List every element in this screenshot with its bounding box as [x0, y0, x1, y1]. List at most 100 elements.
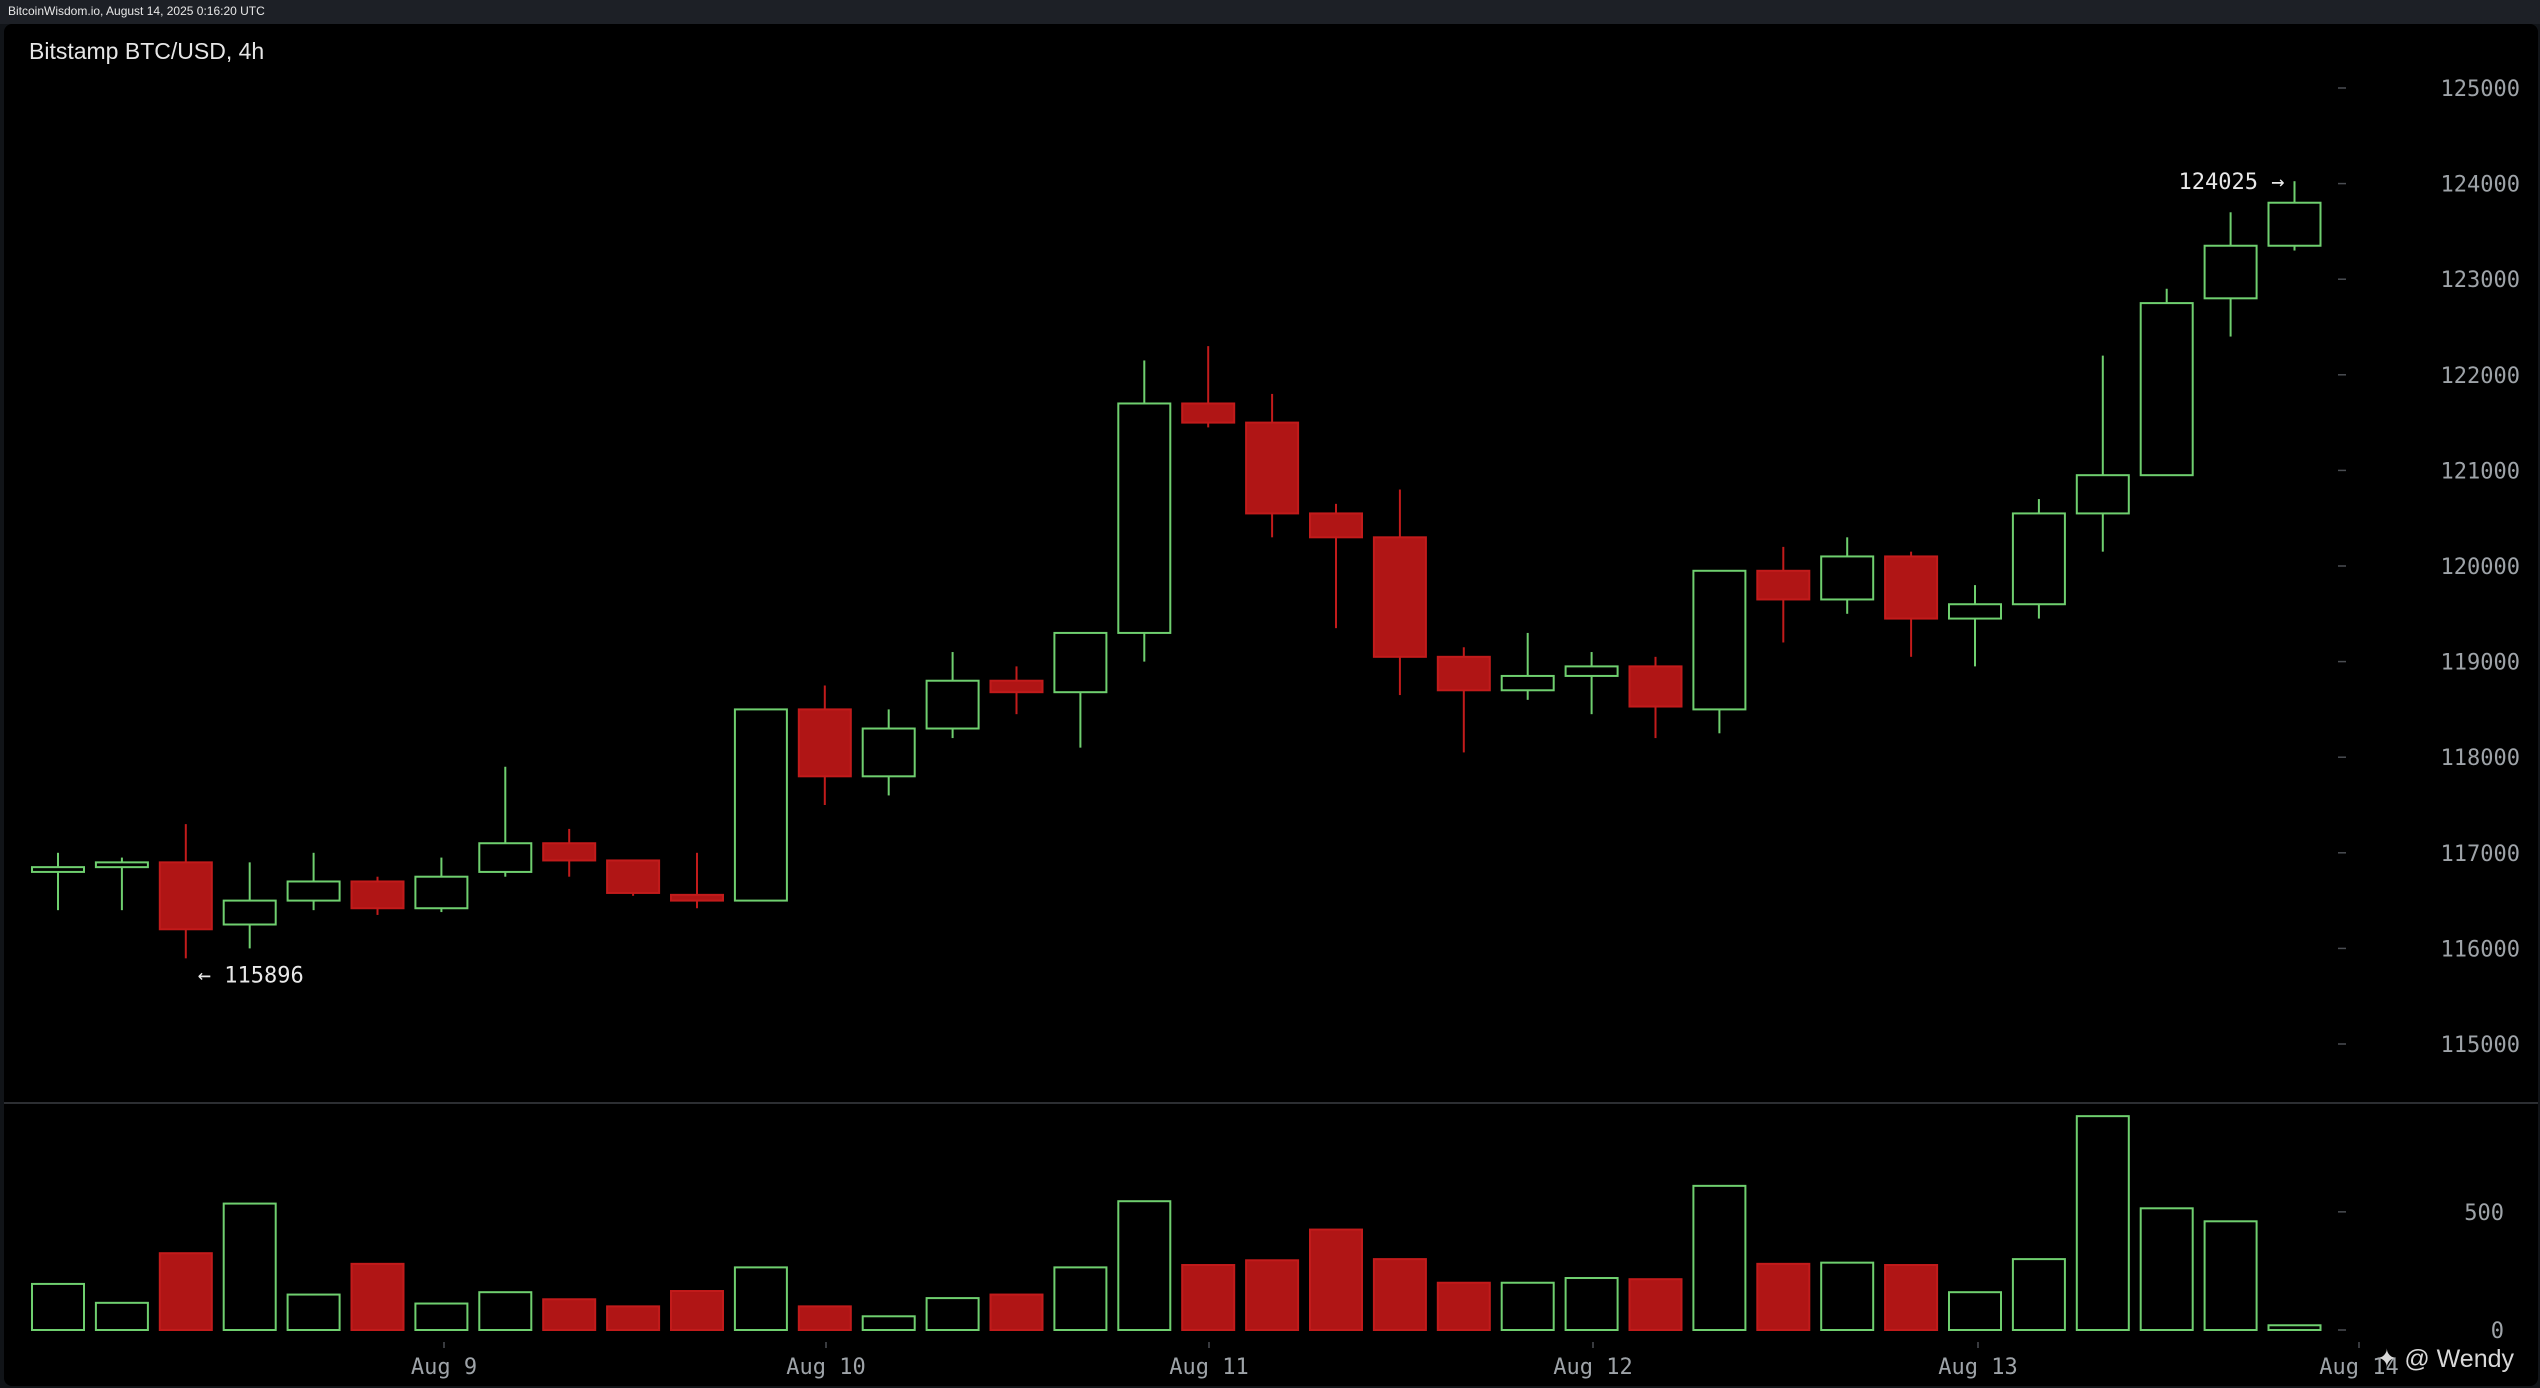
candle-down: [606, 859, 661, 896]
candle-down: [1436, 647, 1491, 753]
price-tick-label: 119000: [2441, 651, 2520, 676]
candle-up: [2139, 288, 2194, 477]
volume-bar: [94, 1301, 149, 1331]
volume-bar: [2267, 1324, 2322, 1332]
candle-body: [1181, 402, 1236, 424]
candle-body: [2267, 201, 2322, 247]
candle-up: [94, 857, 149, 911]
time-tick-label: Aug 14: [2319, 1355, 2398, 1380]
candle-body: [1628, 665, 1683, 708]
candle-up: [414, 857, 469, 913]
volume-bar: [925, 1297, 980, 1331]
candle-down: [1309, 503, 1363, 629]
price-tick-label: 124000: [2441, 173, 2520, 198]
time-tick-label: Aug 13: [1938, 1355, 2017, 1380]
volume-bar: [1245, 1259, 1300, 1332]
candle-body: [478, 842, 533, 873]
volume-axis: 500 0: [2338, 1201, 2504, 1344]
candle-body: [31, 866, 85, 873]
candle-body: [2011, 512, 2066, 606]
volume-bar: [414, 1302, 469, 1332]
candle-body: [1564, 665, 1619, 677]
high-price-label: 124025 →: [2179, 170, 2285, 195]
candle-body: [1245, 421, 1300, 515]
volume-bar: [1053, 1266, 1108, 1331]
candle-body: [158, 861, 213, 931]
candle-body: [94, 861, 149, 869]
price-tick-label: 118000: [2441, 746, 2520, 771]
volume-bar: [1309, 1228, 1363, 1332]
volume-bar: [1372, 1258, 1427, 1331]
candle-down: [1884, 551, 1939, 657]
chart-frame: 125000 124000 123000 122000 121000 120000 1190…: [4, 24, 2538, 1386]
volume-bar: [542, 1298, 597, 1332]
candle-body: [1820, 555, 1875, 601]
volume-tick-label: 500: [2464, 1201, 2504, 1226]
candle-down: [1372, 489, 1427, 696]
candle-up: [1564, 652, 1619, 715]
source-timestamp: BitcoinWisdom.io, August 14, 2025 0:16:2…: [8, 4, 265, 18]
candlestick-chart: 125000 124000 123000 122000 121000 120000 1190…: [4, 77, 2538, 1380]
time-axis: Aug 9 Aug 10 Aug 11 Aug 12 Aug 13 Aug 14: [411, 1342, 2399, 1380]
volume-bar: [31, 1282, 85, 1332]
candle-down: [670, 852, 724, 909]
time-tick-label: Aug 11: [1169, 1355, 1248, 1380]
candle-body: [2075, 474, 2130, 515]
low-price-label: ← 115896: [198, 963, 304, 988]
candle-up: [861, 709, 916, 796]
price-tick-label: 116000: [2441, 937, 2520, 962]
candle-body: [1309, 512, 1363, 539]
volume-tick-label: 0: [2491, 1319, 2504, 1344]
volume-bar: [1884, 1264, 1939, 1331]
candle-down: [1628, 656, 1683, 739]
volume-bar: [1820, 1261, 1875, 1332]
top-info-bar: BitcoinWisdom.io, August 14, 2025 0:16:2…: [0, 0, 2540, 24]
candle-body: [925, 679, 980, 730]
volume-bar: [1692, 1184, 1747, 1332]
candle-body: [1500, 674, 1555, 692]
candle-up: [31, 852, 85, 911]
candle-up: [2267, 181, 2322, 251]
candle-body: [542, 842, 597, 862]
candle-body: [670, 893, 724, 902]
candle-body: [286, 880, 341, 902]
candle-up: [2075, 355, 2130, 552]
time-tick-label: Aug 10: [786, 1355, 865, 1380]
candle-up: [222, 862, 277, 949]
candle-down: [158, 824, 213, 959]
candle-down: [350, 876, 405, 915]
volume-bar: [989, 1293, 1044, 1332]
price-tick-label: 120000: [2441, 555, 2520, 580]
candle-body: [989, 679, 1044, 694]
volume-bar: [2139, 1207, 2194, 1332]
volume-bar: [1948, 1291, 2002, 1332]
candle-body: [1372, 536, 1427, 658]
price-tick-label: 117000: [2441, 842, 2520, 867]
volume-bar: [286, 1293, 341, 1332]
price-tick-label: 123000: [2441, 268, 2520, 293]
candle-down: [542, 828, 597, 877]
candle-up: [1948, 585, 2002, 667]
candle-up: [1053, 631, 1108, 748]
candle-up: [2011, 499, 2066, 619]
candle-body: [1692, 569, 1747, 711]
volume-bar: [2075, 1115, 2130, 1332]
volume-bar: [1436, 1281, 1491, 1331]
candle-up: [925, 652, 980, 739]
candles: [31, 181, 2322, 959]
candle-body: [350, 880, 405, 910]
volume-bar: [2203, 1220, 2258, 1331]
watermark: ✦ @ Wendy: [2376, 1345, 2514, 1373]
volume-bars: [31, 1115, 2322, 1332]
candle-body: [1117, 402, 1172, 634]
candle-body: [2139, 302, 2194, 477]
volume-bar: [478, 1291, 533, 1332]
candle-up: [1692, 569, 1747, 734]
candle-body: [2203, 244, 2258, 300]
candle-down: [1181, 346, 1236, 428]
candle-up: [2203, 212, 2258, 337]
candle-body: [1884, 555, 1939, 620]
price-tick-label: 122000: [2441, 364, 2520, 389]
candle-body: [222, 899, 277, 926]
chart-title: Bitstamp BTC/USD, 4h: [29, 38, 265, 64]
